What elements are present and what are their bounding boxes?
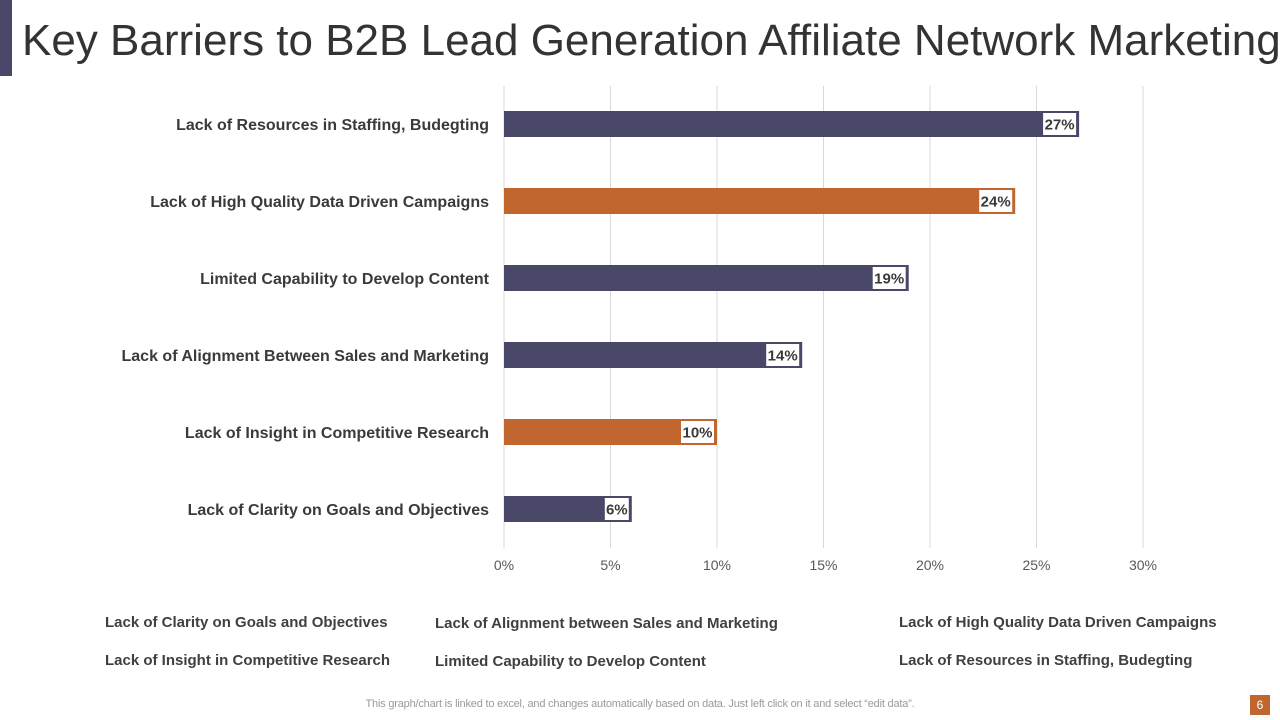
bar — [504, 265, 909, 291]
data-label: 24% — [981, 194, 1011, 211]
data-label: 10% — [682, 425, 712, 442]
data-label: 27% — [1045, 117, 1075, 134]
note-item: Lack of Insight in Competitive Research — [105, 652, 391, 669]
bar-chart[interactable]: 27% 24% 19% 14% 10% 6% Lack of Resources in S… — [0, 0, 1280, 600]
gridlines — [503, 86, 1144, 548]
bars: 27% 24% 19% 14% 10% 6% — [504, 111, 1080, 522]
bar — [504, 111, 1080, 137]
title-accent-bar — [0, 0, 12, 76]
x-axis-ticks: 0% 5% 10% 15% 20% 25% 30% — [494, 557, 1157, 573]
tick-label: 0% — [494, 557, 514, 573]
note-item: Lack of Alignment between Sales and Mark… — [435, 615, 778, 632]
data-label-box — [681, 421, 714, 443]
category-label: Limited Capability to Develop Content — [200, 271, 490, 288]
page-title: Key Barriers to B2B Lead Generation Affi… — [22, 16, 1280, 65]
data-label-box — [872, 267, 906, 289]
data-label-box — [766, 344, 800, 366]
category-label: Lack of High Quality Data Driven Campaig… — [150, 194, 489, 211]
tick-label: 15% — [809, 557, 837, 573]
bar — [504, 188, 1016, 214]
tick-label: 30% — [1129, 557, 1157, 573]
data-label: 19% — [874, 271, 904, 288]
tick-label: 10% — [703, 557, 731, 573]
data-label-box — [979, 190, 1013, 212]
category-label: Lack of Alignment Between Sales and Mark… — [122, 348, 490, 365]
tick-label: 25% — [1022, 557, 1050, 573]
bar — [504, 342, 803, 368]
category-label: Lack of Resources in Staffing, Budegting — [176, 117, 489, 134]
tick-label: 5% — [600, 557, 620, 573]
data-label: 14% — [768, 348, 798, 365]
data-label-box — [1043, 113, 1077, 135]
page-number: 6 — [1250, 695, 1270, 715]
note-item: Lack of High Quality Data Driven Campaig… — [899, 614, 1217, 631]
category-labels: Lack of Resources in Staffing, Budegting… — [122, 117, 490, 519]
footer-note: This graph/chart is linked to excel, and… — [365, 698, 915, 710]
data-label: 6% — [606, 502, 628, 519]
tick-label: 20% — [916, 557, 944, 573]
data-label-box — [604, 498, 629, 520]
note-item: Limited Capability to Develop Content — [435, 653, 706, 670]
category-label: Lack of Clarity on Goals and Objectives — [188, 502, 490, 519]
category-label: Lack of Insight in Competitive Research — [185, 425, 489, 442]
note-item: Lack of Resources in Staffing, Budegting — [899, 652, 1193, 669]
note-item: Lack of Clarity on Goals and Objectives — [105, 614, 388, 631]
